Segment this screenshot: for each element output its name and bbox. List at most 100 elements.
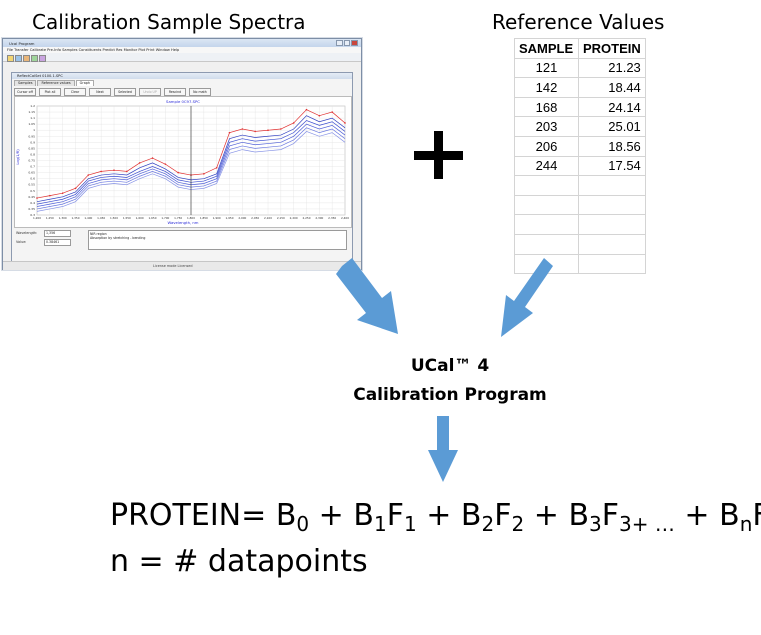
y-tick-label: 0.55 <box>28 183 35 187</box>
x-tick-label: 2,100 <box>264 216 272 220</box>
y-tick-label: 0.35 <box>28 207 35 211</box>
spectra-chart: 0.3 0.35 0.4 0.45 0.5 0.55 0.6 0.65 0.7 0.75 0.8 0.… <box>16 99 349 225</box>
reference-values-table: SAMPLE PROTEIN 121 21.23 142 18.44 168 24.14 2… <box>514 38 646 275</box>
y-tick-label: 0.7 <box>30 165 35 169</box>
coefficient-subscript: 3 <box>589 512 602 536</box>
feature-subscript: 3+ … <box>619 512 675 536</box>
print-icon <box>23 54 30 62</box>
tab-reference-values: Reference values <box>37 80 75 86</box>
y-tick-label: 1.15 <box>28 110 35 114</box>
spectrum-point <box>292 122 295 124</box>
equation-lhs: PROTEIN= <box>110 498 267 533</box>
spectrum-point <box>215 166 218 169</box>
y-tick-label: 1.1 <box>30 116 35 120</box>
feature-symbol: F <box>752 498 761 533</box>
term-operator: + <box>416 498 461 533</box>
spectrum-point <box>36 197 38 199</box>
spectrum-point <box>267 129 269 132</box>
y-tick-label: 0.85 <box>28 146 35 150</box>
help-icon <box>39 54 46 62</box>
spectrum-point <box>49 194 51 197</box>
protein-cell: 18.56 <box>578 135 646 157</box>
term-operator: + <box>309 498 354 533</box>
coefficient-symbol: B <box>568 498 590 533</box>
coefficient-subscript: 2 <box>481 512 495 536</box>
arrow-spectra-to-program <box>336 258 398 334</box>
spectrum-point <box>113 169 115 171</box>
equation-term: + B2F2 <box>416 498 524 536</box>
chart-y-axis-label: Log(1/R) <box>16 149 20 165</box>
document-title-text: ReflectCalSet 0100.1.SPC <box>17 74 63 78</box>
equation-term: + B3F3+ … <box>524 498 675 536</box>
table-row: 206 18.56 <box>514 135 646 157</box>
spectrum-point <box>254 130 256 133</box>
table-row: 121 21.23 <box>514 57 646 79</box>
term-operator <box>266 498 276 533</box>
calibration-app-screenshot: Ucal Program File Transfer Calibrate Pre… <box>2 38 362 270</box>
coefficient-subscript: n <box>739 512 753 536</box>
y-tick-labels: 0.3 0.35 0.4 0.45 0.5 0.55 0.6 0.65 0.7 0.75 0.8 0.… <box>28 104 35 217</box>
x-tick-label: 2,050 <box>251 216 259 220</box>
coefficient-symbol: B <box>719 498 740 533</box>
table-header-row: SAMPLE PROTEIN <box>514 38 646 59</box>
undo-button: Undo UP <box>139 88 161 96</box>
term-operator: + <box>524 498 569 533</box>
x-tick-label: 1,250 <box>46 216 54 220</box>
x-tick-label: 2,200 <box>290 216 298 220</box>
arrow-reference-to-program <box>501 258 553 337</box>
program-name: UCal™ 4 <box>410 356 490 376</box>
chart-title: Sample 0C97.SPC <box>166 99 200 104</box>
maximize-icon <box>343 40 351 46</box>
x-tick-label: 1,350 <box>71 216 79 220</box>
spectrum-point <box>151 157 154 159</box>
y-tick-label: 0.75 <box>28 159 35 163</box>
y-tick-label: 0.6 <box>30 177 35 181</box>
feature-subscript: 1 <box>403 512 417 536</box>
y-tick-label: 0.3 <box>30 213 35 217</box>
value-field: 0.38461 <box>44 239 71 246</box>
chart-icon <box>31 54 38 62</box>
x-tick-label: 2,000 <box>238 216 246 220</box>
x-tick-label: 1,750 <box>174 216 182 220</box>
x-tick-label: 1,950 <box>225 216 233 220</box>
x-tick-label: 1,500 <box>110 216 118 220</box>
calibration-program-label: UCal™ 4 Calibration Program <box>300 352 600 410</box>
plot-all-button: Plot all <box>39 88 61 96</box>
spectra-document-window: ReflectCalSet 0100.1.SPC Samples Referen… <box>11 72 353 262</box>
feature-symbol: F <box>386 498 404 533</box>
app-toolbar <box>3 53 361 62</box>
coefficient-subscript: 1 <box>373 512 387 536</box>
cursor-off-button: Cursor off <box>14 88 36 96</box>
spectra-chart-area: 0.3 0.35 0.4 0.45 0.5 0.55 0.6 0.65 0.7 0.75 0.8 0.… <box>14 96 352 228</box>
y-tick-label: 0.8 <box>30 152 35 156</box>
protein-cell: 18.44 <box>578 77 646 98</box>
sample-cell: 203 <box>514 116 579 137</box>
x-tick-label: 1,600 <box>136 216 144 220</box>
equation-term: + BnFn <box>674 498 761 536</box>
x-tick-label: 1,550 <box>123 216 131 220</box>
reference-values-heading: Reference Values <box>492 10 665 34</box>
datapoints-definition: n = # datapoints <box>110 544 368 579</box>
wavelength-label: Wavelength: <box>16 231 38 235</box>
term-operator: + <box>674 498 720 533</box>
x-tick-label: 1,650 <box>148 216 156 220</box>
region-note-line2: Absorption by stretching - bending <box>90 236 146 240</box>
x-tick-label: 1,450 <box>97 216 105 220</box>
no-math-button: No math <box>189 88 211 96</box>
calibration-equation: PROTEIN= B0 + B1F1 + B2F2 + B3F3+ … + Bn… <box>110 496 761 536</box>
table-row: 203 25.01 <box>514 116 646 137</box>
table-row <box>514 233 646 255</box>
spectrum-point <box>74 187 77 190</box>
spectrum-point <box>203 173 205 175</box>
y-tick-label: 0.4 <box>30 201 35 205</box>
y-tick-label: 0.9 <box>30 140 35 144</box>
document-title-bar: ReflectCalSet 0100.1.SPC <box>12 73 352 79</box>
x-tick-label: 1,300 <box>59 216 67 220</box>
x-tick-label: 1,850 <box>200 216 208 220</box>
close-icon <box>351 40 359 46</box>
feature-symbol: F <box>494 498 512 533</box>
chart-x-axis-label: Wavelength, nm <box>167 220 198 225</box>
equation-term: B0 <box>266 498 309 534</box>
save-icon <box>15 54 22 62</box>
